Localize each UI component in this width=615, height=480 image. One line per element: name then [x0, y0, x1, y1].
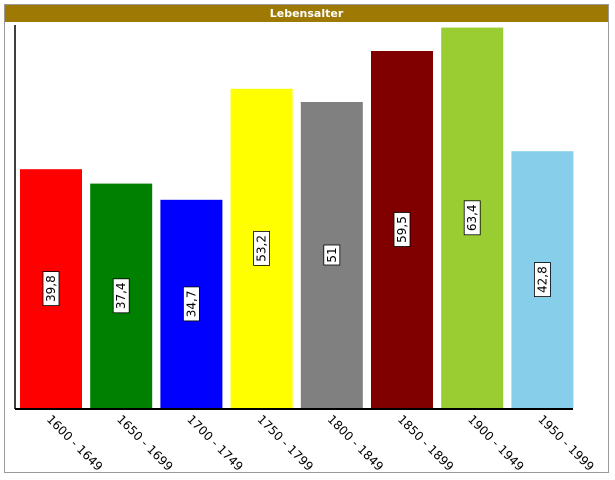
value-label-box-6 [463, 200, 481, 236]
x-tick-label-0: 1600 - 1649 [44, 412, 106, 472]
value-label-1: 37,4 [112, 278, 130, 314]
value-label-6: 63,4 [463, 200, 481, 236]
value-label-text-7: 42,8 [535, 266, 549, 293]
x-tick-label-3: 1750 - 1799 [254, 412, 316, 472]
x-tick-label-6: 1900 - 1949 [465, 412, 527, 472]
value-label-3: 53,2 [253, 230, 271, 266]
value-label-text-3: 53,2 [255, 235, 269, 262]
chart-frame: Lebensalter 39,8 37,4 34,7 53,2 51 59,5 63,4 42… [4, 4, 609, 473]
value-label-0: 39,8 [42, 271, 60, 307]
x-tick-label-1: 1650 - 1699 [114, 412, 176, 472]
value-label-box-2 [182, 286, 200, 322]
value-label-text-2: 34,7 [184, 291, 198, 318]
value-label-text-4: 51 [325, 247, 339, 262]
chart-title: Lebensalter [5, 5, 608, 22]
value-label-text-0: 39,8 [44, 275, 58, 302]
value-label-7: 42,8 [534, 262, 551, 298]
value-label-text-5: 59,5 [395, 216, 409, 243]
value-label-5: 59,5 [393, 212, 411, 247]
value-label-box-7 [534, 262, 551, 298]
value-label-box-1 [112, 278, 130, 314]
value-label-box-4 [323, 244, 341, 266]
x-tick-label-5: 1850 - 1899 [395, 412, 457, 472]
x-tick-label-2: 1700 - 1749 [184, 412, 246, 472]
x-tick-label-7: 1950 - 1999 [535, 412, 597, 472]
value-label-text-6: 63,4 [465, 204, 479, 231]
x-tick-label-4: 1800 - 1849 [325, 412, 387, 472]
value-label-2: 34,7 [182, 286, 200, 322]
value-label-box-0 [42, 271, 60, 307]
value-label-box-5 [393, 212, 411, 247]
value-label-box-3 [253, 230, 271, 266]
bar-chart: 39,8 37,4 34,7 53,2 51 59,5 63,4 42,8 1600 - 164… [14, 25, 597, 472]
value-label-4: 51 [323, 244, 341, 266]
value-label-text-1: 37,4 [114, 282, 128, 309]
